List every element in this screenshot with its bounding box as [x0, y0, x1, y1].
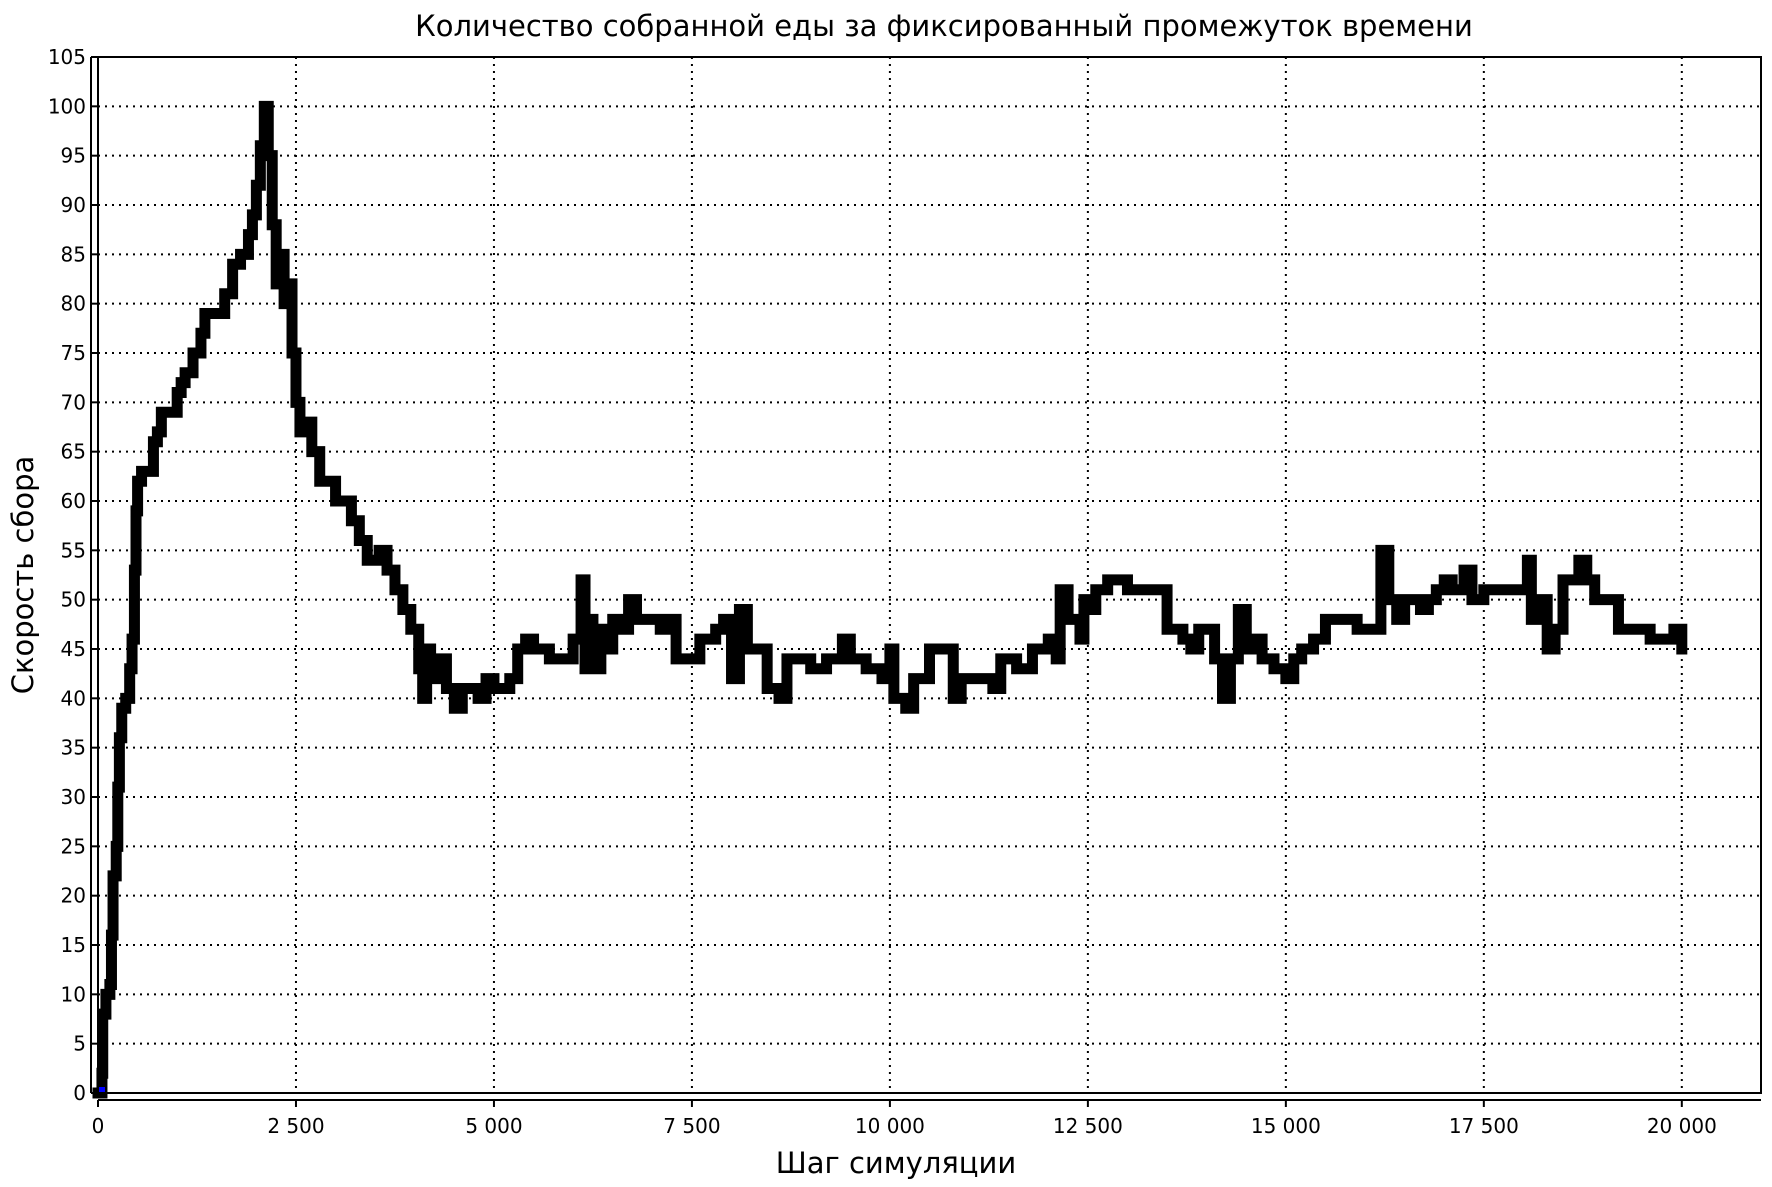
- y-tick-label: 20: [61, 884, 86, 908]
- y-tick-label: 80: [61, 292, 86, 316]
- series-layer: [92, 100, 1688, 1099]
- x-tick-label: 7 500: [663, 1114, 720, 1138]
- y-tick-label: 30: [61, 785, 86, 809]
- y-tick-label: 35: [61, 736, 86, 760]
- y-tick-label: 25: [61, 834, 86, 858]
- y-tick-label: 50: [61, 588, 86, 612]
- series-line: [92, 100, 1688, 1099]
- x-tick-label: 10 000: [855, 1114, 925, 1138]
- plot-area-border: [97, 56, 1762, 1094]
- chart-title: Количество собранной еды за фиксированны…: [415, 9, 1473, 43]
- y-tick-label: 75: [61, 341, 86, 365]
- x-tick-label: 5 000: [465, 1114, 522, 1138]
- y-tick-label: 90: [61, 193, 86, 217]
- x-tick-label: 15 000: [1251, 1114, 1321, 1138]
- y-tick-label: 100: [48, 94, 86, 118]
- y-tick-label: 70: [61, 390, 86, 414]
- x-tick-label: 12 500: [1053, 1114, 1123, 1138]
- y-tick-label: 45: [61, 637, 86, 661]
- y-tick-label: 5: [73, 1032, 86, 1056]
- y-tick-label: 55: [61, 538, 86, 562]
- y-tick-label: 10: [61, 982, 86, 1006]
- x-tick-label: 2 500: [267, 1114, 324, 1138]
- y-tick-label: 85: [61, 242, 86, 266]
- y-tick-label: 105: [48, 45, 86, 69]
- y-tick-label: 0: [73, 1081, 86, 1105]
- y-tick-label: 95: [61, 144, 86, 168]
- y-tick-label: 15: [61, 933, 86, 957]
- y-tick-label: 40: [61, 686, 86, 710]
- y-axis: 0 5 10 15 20 25 30 35 40 45 50 55 60 65 70 75 80 85 90 95 10…: [48, 45, 98, 1105]
- x-axis: 0 2 500 5 000 7 500 10 000 12 500 15 000 17 500…: [92, 1099, 1761, 1138]
- origin-marker: [99, 1087, 105, 1093]
- y-tick-label: 60: [61, 489, 86, 513]
- x-tick-label: 17 500: [1449, 1114, 1519, 1138]
- x-tick-label: 0: [92, 1114, 105, 1138]
- y-axis-label: Скорость сбора: [6, 456, 40, 695]
- grid: [98, 57, 1761, 1093]
- x-tick-label: 20 000: [1647, 1114, 1717, 1138]
- x-axis-label: Шаг симуляции: [776, 1146, 1016, 1180]
- y-tick-label: 65: [61, 440, 86, 464]
